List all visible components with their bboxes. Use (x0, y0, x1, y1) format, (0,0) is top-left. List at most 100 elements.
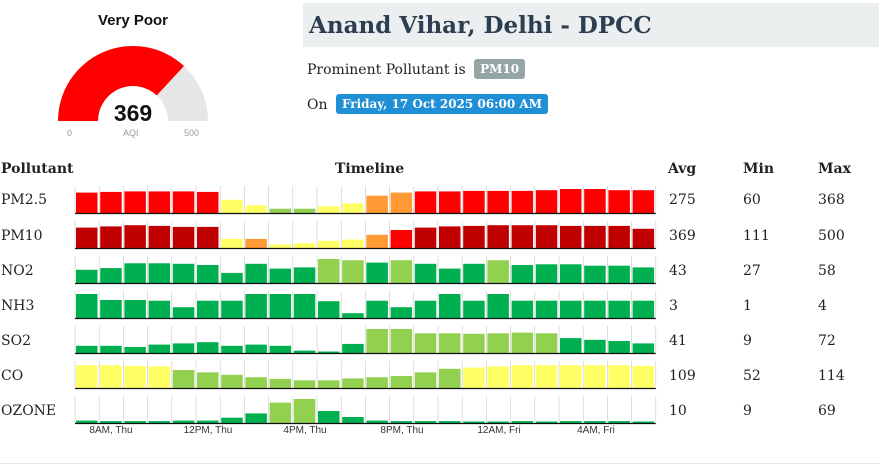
timeline-bar[interactable] (342, 417, 364, 423)
timeline-bar[interactable] (632, 267, 655, 283)
timeline-bar[interactable] (487, 294, 509, 318)
timeline-bar[interactable] (511, 265, 534, 283)
timeline-bar[interactable] (293, 399, 316, 423)
timeline-bar[interactable] (439, 421, 461, 423)
timeline-bar[interactable] (148, 421, 171, 423)
timeline-bar[interactable] (100, 345, 122, 353)
timeline-bar[interactable] (342, 343, 364, 353)
timeline-bar[interactable] (148, 344, 171, 353)
timeline-bar[interactable] (318, 206, 340, 213)
timeline-bar[interactable] (318, 411, 340, 423)
timeline-bar[interactable] (390, 307, 413, 318)
timeline-bar[interactable] (293, 267, 316, 283)
timeline-bar[interactable] (390, 376, 413, 388)
timeline-bar[interactable] (76, 227, 98, 248)
timeline-bar[interactable] (221, 417, 243, 423)
timeline-bar[interactable] (172, 307, 195, 318)
timeline-bar[interactable] (608, 421, 630, 423)
timeline-bar[interactable] (221, 272, 243, 283)
timeline-bar[interactable] (342, 313, 364, 318)
timeline-bar[interactable] (197, 420, 219, 423)
timeline-bar[interactable] (511, 421, 534, 423)
timeline-bar[interactable] (342, 378, 364, 388)
timeline-bar[interactable] (124, 225, 146, 248)
timeline-bar[interactable] (366, 234, 388, 248)
timeline-bar[interactable] (172, 343, 195, 353)
timeline-bar[interactable] (439, 191, 461, 213)
timeline-bar[interactable] (76, 420, 98, 423)
timeline-bar[interactable] (221, 300, 243, 318)
timeline-bar[interactable] (124, 347, 146, 353)
timeline-bar[interactable] (584, 421, 606, 423)
timeline-bar[interactable] (245, 413, 267, 423)
timeline-bar[interactable] (172, 226, 195, 248)
timeline-bar[interactable] (632, 190, 655, 213)
timeline-bar[interactable] (245, 377, 267, 388)
timeline-bar[interactable] (463, 333, 485, 353)
timeline-bar[interactable] (318, 351, 340, 354)
timeline-bar[interactable] (197, 226, 219, 248)
timeline-bar[interactable] (76, 345, 98, 353)
timeline-bar[interactable] (463, 190, 485, 213)
timeline-bar[interactable] (100, 226, 122, 248)
timeline-bar[interactable] (560, 225, 582, 248)
timeline-bar[interactable] (221, 345, 243, 353)
timeline-bar[interactable] (511, 225, 534, 248)
timeline-bar[interactable] (293, 294, 316, 318)
timeline-bar[interactable] (608, 190, 630, 213)
timeline-bar[interactable] (269, 345, 292, 353)
timeline-bar[interactable] (463, 225, 485, 248)
timeline-bar[interactable] (414, 421, 437, 423)
timeline-bar[interactable] (414, 372, 437, 388)
timeline-bar[interactable] (197, 265, 219, 283)
timeline-bar[interactable] (269, 402, 292, 423)
timeline-bar[interactable] (487, 366, 509, 388)
timeline-bar[interactable] (197, 372, 219, 388)
timeline-bar[interactable] (632, 228, 655, 248)
timeline-bar[interactable] (560, 338, 582, 353)
timeline-bar[interactable] (148, 191, 171, 213)
timeline-bar[interactable] (487, 260, 509, 283)
timeline-bar[interactable] (124, 300, 146, 318)
timeline-bar[interactable] (390, 329, 413, 353)
timeline-bar[interactable] (584, 189, 606, 213)
timeline-bar[interactable] (608, 265, 630, 283)
timeline-bar[interactable] (584, 265, 606, 283)
timeline-bar[interactable] (414, 191, 437, 213)
timeline-bar[interactable] (390, 421, 413, 423)
timeline-bar[interactable] (584, 300, 606, 318)
timeline-bar[interactable] (414, 263, 437, 283)
timeline-bar[interactable] (221, 374, 243, 388)
timeline-bar[interactable] (342, 203, 364, 213)
timeline-bar[interactable] (269, 268, 292, 283)
timeline-bar[interactable] (535, 300, 558, 318)
timeline-bar[interactable] (100, 191, 122, 213)
timeline-bar[interactable] (245, 344, 267, 353)
timeline-bar[interactable] (197, 300, 219, 318)
timeline-bar[interactable] (269, 208, 292, 213)
timeline-bar[interactable] (148, 300, 171, 318)
timeline-bar[interactable] (148, 366, 171, 388)
timeline-bar[interactable] (390, 230, 413, 248)
timeline-bar[interactable] (172, 420, 195, 423)
timeline-bar[interactable] (293, 380, 316, 388)
timeline-bar[interactable] (100, 300, 122, 318)
timeline-bar[interactable] (511, 365, 534, 388)
timeline-bar[interactable] (439, 226, 461, 248)
timeline-bar[interactable] (439, 294, 461, 318)
timeline-bar[interactable] (342, 260, 364, 283)
timeline-bar[interactable] (535, 421, 558, 424)
timeline-bar[interactable] (439, 368, 461, 388)
timeline-bar[interactable] (487, 225, 509, 248)
timeline-bar[interactable] (366, 300, 388, 318)
timeline-bar[interactable] (560, 264, 582, 283)
timeline-bar[interactable] (439, 333, 461, 353)
timeline-bar[interactable] (608, 225, 630, 248)
timeline-bar[interactable] (172, 191, 195, 213)
timeline-bar[interactable] (414, 333, 437, 353)
timeline-bar[interactable] (608, 365, 630, 388)
timeline-bar[interactable] (245, 205, 267, 213)
timeline-bar[interactable] (245, 294, 267, 318)
timeline-bar[interactable] (100, 365, 122, 388)
timeline-bar[interactable] (100, 421, 122, 423)
